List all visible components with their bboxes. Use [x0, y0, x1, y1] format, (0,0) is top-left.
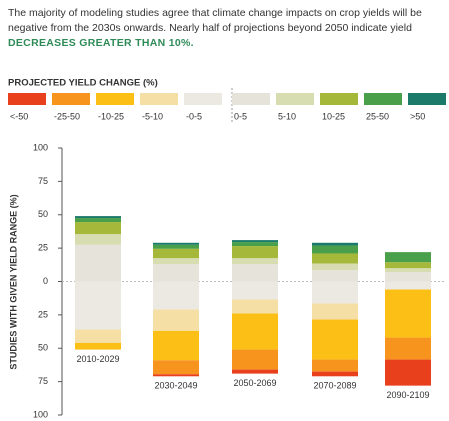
bar-segment — [312, 253, 358, 264]
bar-segment — [153, 309, 199, 331]
bar-segment — [312, 319, 358, 360]
bar-segment — [385, 252, 431, 263]
bar-segment — [153, 330, 199, 361]
bar-segment — [232, 240, 278, 243]
x-tick-label: 2090-2109 — [386, 390, 429, 400]
bar-segment — [232, 246, 278, 259]
bar-segment — [153, 374, 199, 377]
bar-segment — [75, 218, 121, 223]
legend-label: 5-10 — [278, 111, 296, 121]
y-tick-label: 25 — [38, 309, 48, 319]
bar-segment — [232, 242, 278, 247]
bar-segment — [385, 272, 431, 282]
bar-segment — [232, 264, 278, 282]
x-tick-label: 2050-2069 — [233, 378, 276, 388]
legend-label: <-50 — [10, 111, 28, 121]
intro-text: The majority of modeling studies agree t… — [8, 7, 422, 34]
legend-label: -25-50 — [54, 111, 80, 121]
y-tick-label: 50 — [38, 209, 48, 219]
bar-segment — [232, 369, 278, 374]
legend-label: -5-10 — [142, 111, 163, 121]
bar-segment — [153, 244, 199, 249]
y-tick-label: 0 — [43, 276, 48, 286]
bar-segment — [232, 299, 278, 314]
bar-segment — [312, 281, 358, 304]
bar-segment — [232, 349, 278, 370]
bar-segment — [75, 244, 121, 282]
bar-segment — [232, 258, 278, 265]
y-tick-label: 75 — [38, 376, 48, 386]
bar-segment — [312, 270, 358, 282]
legend-swatch — [408, 93, 446, 105]
intro: The majority of modeling studies agree t… — [8, 6, 438, 51]
legend-swatch — [96, 93, 134, 105]
bar-segment — [232, 313, 278, 350]
bar-segment — [153, 258, 199, 265]
legend-label: 0-5 — [234, 111, 247, 121]
bar-segment — [312, 303, 358, 320]
bar-segment — [75, 222, 121, 235]
bar-segment — [232, 281, 278, 300]
bar-segment — [312, 359, 358, 372]
bar-segment — [153, 360, 199, 375]
y-tick-label: 100 — [33, 409, 48, 419]
legend-swatch — [364, 93, 402, 105]
legend-label: -0-5 — [186, 111, 202, 121]
bar-segment — [153, 264, 199, 282]
bar-segment — [385, 268, 431, 273]
legend-swatch — [320, 93, 358, 105]
bar-segment — [312, 245, 358, 254]
legend-label: >50 — [410, 111, 425, 121]
legend-label: 10-25 — [322, 111, 345, 121]
bar-segment — [385, 289, 431, 338]
bar-segment — [75, 281, 121, 330]
x-tick-label: 2070-2089 — [313, 381, 356, 391]
bar-segment — [153, 242, 199, 245]
bar-segment — [153, 281, 199, 310]
y-tick-label: 50 — [38, 343, 48, 353]
legend-label: 25-50 — [366, 111, 389, 121]
x-tick-label: 2010-2029 — [76, 354, 119, 364]
bar-segment — [75, 329, 121, 343]
bar-segment — [385, 262, 431, 269]
legend-swatch — [8, 93, 46, 105]
legend-swatch — [276, 93, 314, 105]
bar-segment — [385, 337, 431, 360]
highlight: DECREASES GREATER THAN 10%. — [8, 37, 194, 49]
bar-segment — [75, 216, 121, 219]
bar-segment — [312, 263, 358, 271]
legend-swatch — [232, 93, 270, 105]
legend-swatch — [184, 93, 222, 105]
bar-segment — [153, 248, 199, 259]
legend-swatch — [140, 93, 178, 105]
y-axis-label: STUDIES WITH GIVEN YIELD RANGE (%) — [8, 194, 18, 369]
bar-segment — [312, 371, 358, 377]
bar-segment — [385, 359, 431, 386]
legend-title: PROJECTED YIELD CHANGE (%) — [8, 78, 158, 89]
bar-segment — [75, 342, 121, 350]
legend-swatch — [52, 93, 90, 105]
legend-label: -10-25 — [98, 111, 124, 121]
y-tick-label: 25 — [38, 243, 48, 253]
y-tick-label: 75 — [38, 176, 48, 186]
bar-segment — [75, 234, 121, 245]
bar-segment — [312, 242, 358, 246]
x-tick-label: 2030-2049 — [154, 381, 197, 391]
bar-segment — [385, 281, 431, 290]
y-tick-label: 100 — [33, 142, 48, 152]
